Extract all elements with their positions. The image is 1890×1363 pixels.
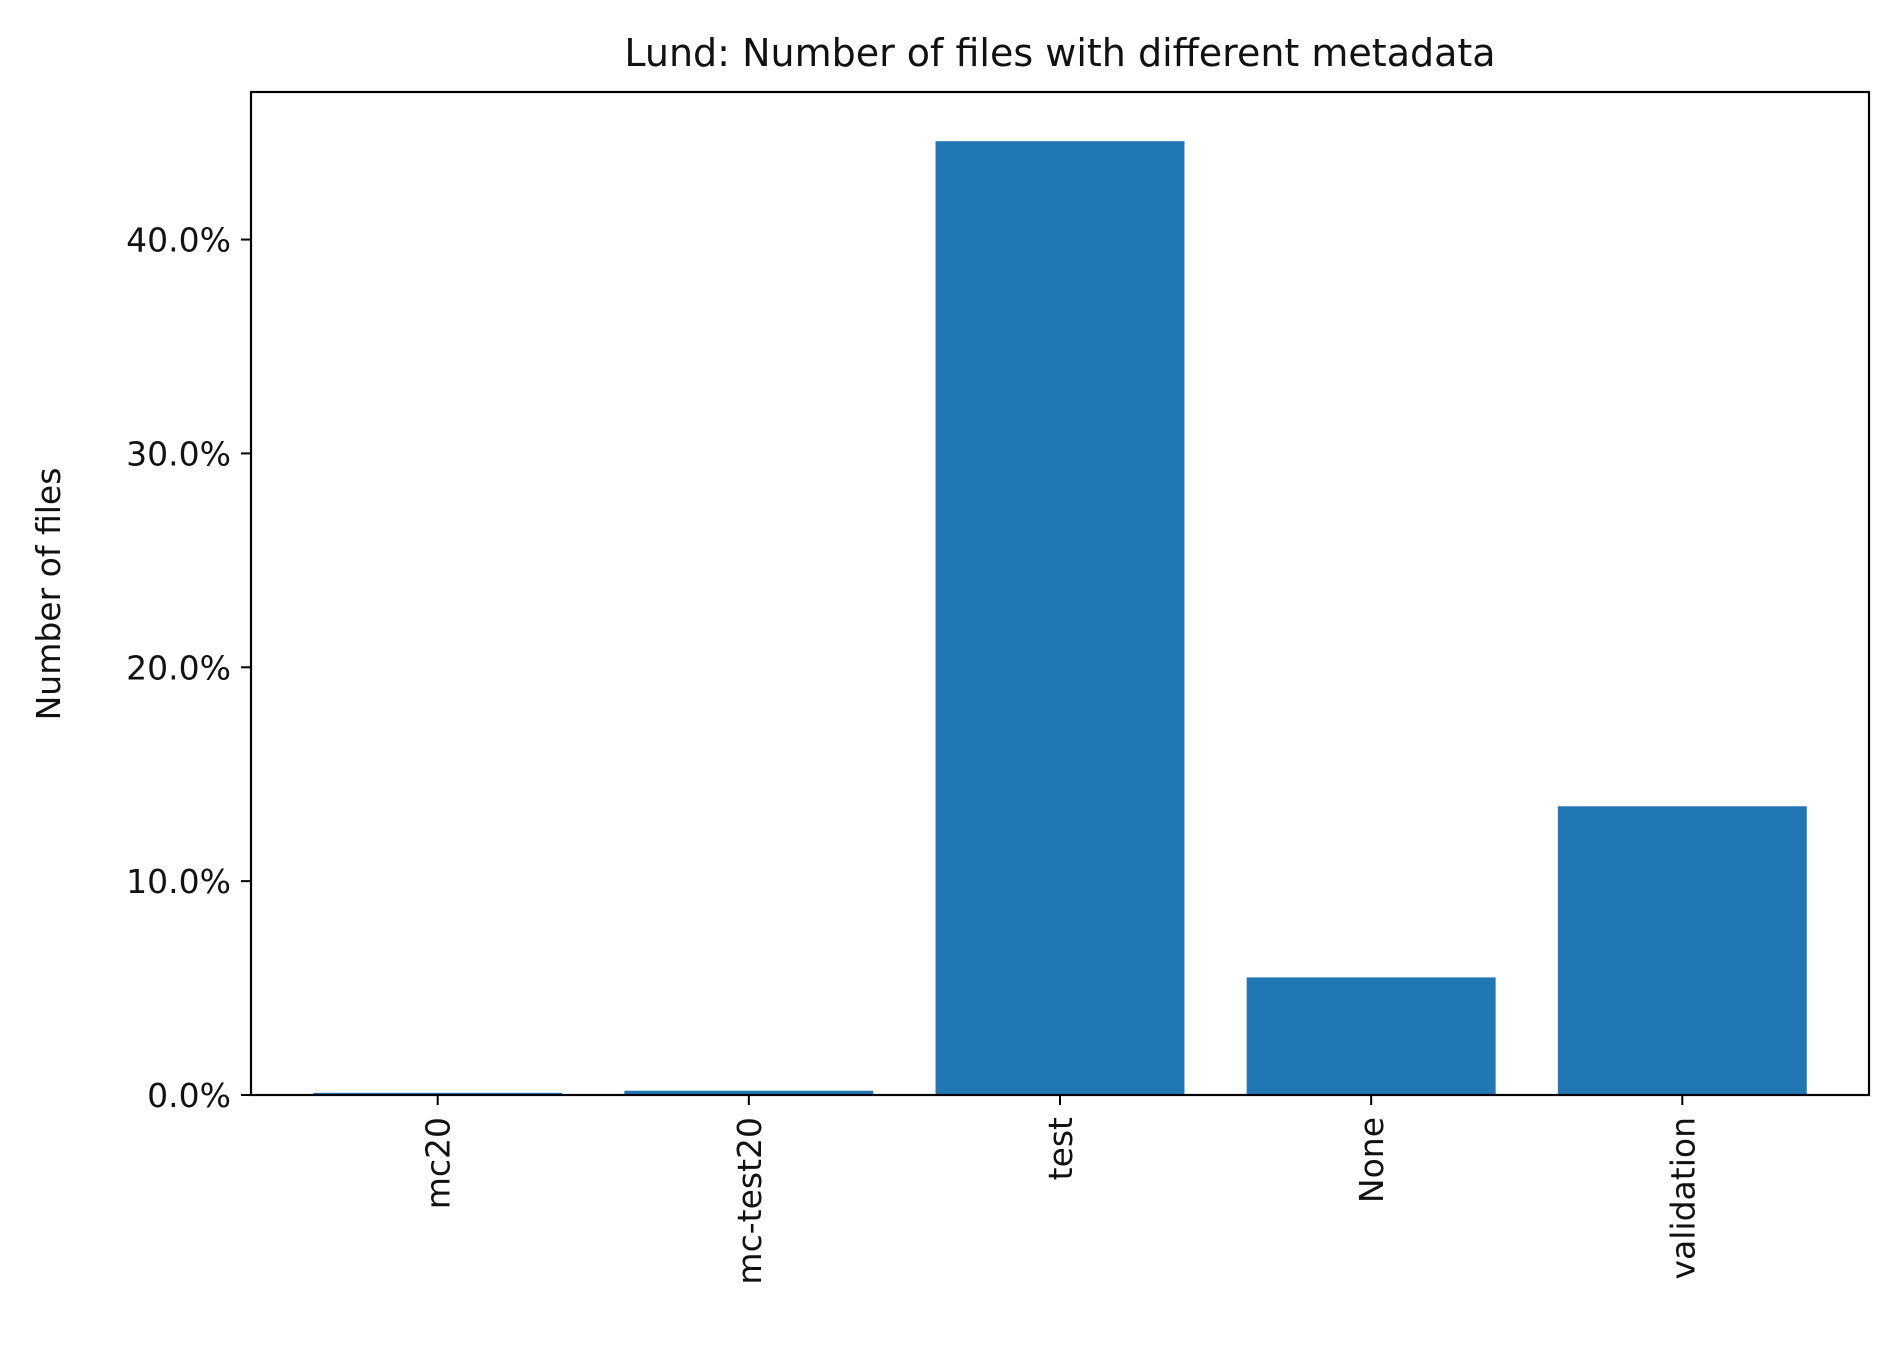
bar-test bbox=[935, 141, 1185, 1096]
x-tick-label: validation bbox=[1663, 1117, 1702, 1279]
y-axis: 0.0% 10.0% 20.0% 30.0% 40.0% bbox=[126, 221, 251, 1115]
y-tick-label: 0.0% bbox=[147, 1076, 231, 1115]
bar-mc-test20 bbox=[624, 1090, 874, 1095]
y-axis-label: Number of files bbox=[29, 468, 68, 721]
y-tick-label: 20.0% bbox=[126, 648, 231, 687]
y-tick-label: 30.0% bbox=[126, 434, 231, 473]
x-tick-label: None bbox=[1352, 1117, 1391, 1203]
x-tick-label: test bbox=[1041, 1117, 1080, 1180]
bar-none bbox=[1246, 977, 1496, 1095]
x-tick-label: mc-test20 bbox=[730, 1117, 769, 1285]
chart-title: Lund: Number of files with different met… bbox=[624, 31, 1495, 75]
bar-validation bbox=[1557, 806, 1807, 1095]
x-tick-label: mc20 bbox=[419, 1117, 458, 1209]
bars-layer bbox=[313, 141, 1807, 1096]
y-tick-label: 10.0% bbox=[126, 862, 231, 901]
x-axis: mc20 mc-test20 test None validation bbox=[419, 1095, 1702, 1285]
y-tick-label: 40.0% bbox=[126, 221, 231, 260]
